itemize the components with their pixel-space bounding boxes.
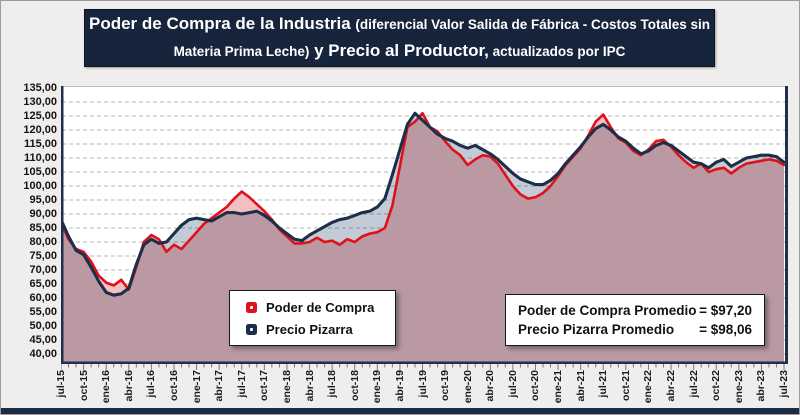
x-axis-label: ene-16 — [100, 370, 113, 404]
legend-label: Precio Pizarra — [266, 321, 353, 337]
precio-pizarra-marker-icon — [246, 323, 257, 335]
precio-pizarra-line — [61, 111, 786, 297]
chart-title-line1: Poder de Compra de la Industria (diferen… — [85, 11, 714, 38]
y-axis-label: 100,00 — [23, 179, 57, 192]
x-axis-label: oct-19 — [439, 370, 452, 401]
y-axis-label: 130,00 — [23, 95, 57, 108]
y-axis-label: 85,00 — [29, 221, 57, 234]
x-axis-label: oct-20 — [529, 370, 542, 401]
x-axis-label: ene-20 — [461, 370, 474, 404]
title-segment: Poder de Compra de la Industria — [89, 14, 356, 33]
average-value: = $98,06 — [699, 322, 752, 337]
x-axis-label: abr-22 — [665, 370, 678, 402]
x-axis-label: abr-23 — [755, 370, 768, 402]
y-axis-label: 45,00 — [29, 333, 57, 346]
title-segment: Materia Prima Leche) — [173, 44, 310, 59]
x-axis-label: oct-22 — [710, 370, 723, 401]
legend-item-poder-de-compra: Poder de Compra — [246, 300, 395, 315]
x-axis-label: abr-18 — [303, 370, 316, 402]
average-label: Precio Pizarra Promedio — [518, 322, 675, 337]
x-axis-label: oct-17 — [258, 370, 271, 401]
y-axis-label: 135,00 — [23, 81, 57, 94]
x-axis-label: abr-17 — [213, 370, 226, 402]
legend-label: Poder de Compra — [266, 299, 375, 315]
x-axis-label: jul-20 — [506, 370, 519, 398]
x-axis-label: oct-18 — [348, 370, 361, 401]
y-axis-label: 95,00 — [29, 193, 57, 206]
chart-title-line2: Materia Prima Leche) y Precio al Product… — [85, 38, 714, 65]
x-axis-label: jul-21 — [597, 370, 610, 398]
y-axis-label: 55,00 — [29, 305, 57, 318]
x-axis-label: abr-16 — [122, 370, 135, 402]
x-axis-label: ene-17 — [190, 370, 203, 404]
poder-de-compra-marker-icon — [246, 301, 257, 313]
title-segment: y Precio al Productor, — [309, 41, 489, 60]
x-axis-label: ene-21 — [552, 370, 565, 404]
y-axis-label: 50,00 — [29, 319, 57, 332]
x-axis-label: abr-19 — [393, 370, 406, 402]
y-axis-label: 60,00 — [29, 291, 57, 304]
average-value: = $97,20 — [699, 303, 752, 318]
y-axis-label: 105,00 — [23, 165, 57, 178]
y-axis-label: 110,00 — [23, 151, 57, 164]
x-axis-label: ene-18 — [280, 370, 293, 404]
x-axis-label: jul-16 — [145, 370, 158, 398]
x-axis-label: jul-19 — [416, 370, 429, 398]
y-axis-label: 75,00 — [29, 249, 57, 262]
average-row: Precio Pizarra Promedio = $98,06 — [518, 320, 752, 339]
x-axis-label: abr-20 — [484, 370, 497, 402]
x-axis-label: oct-21 — [619, 370, 632, 401]
x-axis-label: jul-23 — [778, 370, 790, 398]
x-axis-label: jul-18 — [326, 370, 339, 398]
y-axis-label: 80,00 — [29, 235, 57, 248]
x-axis-label: ene-19 — [371, 370, 384, 404]
bottom-border-bar — [1, 408, 799, 414]
legend-item-precio-pizarra: Precio Pizarra — [246, 322, 395, 337]
x-axis-label: jul-17 — [235, 370, 248, 398]
average-label: Poder de Compra Promedio — [518, 303, 697, 318]
y-axis-label: 90,00 — [29, 207, 57, 220]
y-axis-label: 40,00 — [29, 347, 57, 360]
average-row: Poder de Compra Promedio = $97,20 — [518, 301, 752, 320]
title-segment: (diferencial Valor Salida de Fábrica - C… — [355, 17, 710, 32]
x-axis-label: ene-22 — [642, 370, 655, 404]
x-axis-label: ene-23 — [732, 370, 745, 404]
y-axis-label: 125,00 — [23, 109, 57, 122]
x-axis-label: jul-15 — [55, 370, 67, 398]
x-axis-label: abr-21 — [574, 370, 587, 402]
chart-title: Poder de Compra de la Industria (diferen… — [84, 9, 715, 67]
y-axis-label: 115,00 — [23, 137, 57, 150]
averages-annotation: Poder de Compra Promedio = $97,20 Precio… — [505, 294, 765, 346]
title-segment: actualizados por IPC — [488, 44, 626, 59]
x-axis-label: jul-22 — [687, 370, 700, 398]
x-axis-label: oct-15 — [77, 370, 90, 401]
x-axis-label: oct-16 — [167, 370, 180, 401]
y-axis-label: 120,00 — [23, 123, 57, 136]
poder-de-compra-line — [61, 111, 786, 291]
y-axis-label: 65,00 — [29, 277, 57, 290]
y-axis-label: 70,00 — [29, 263, 57, 276]
legend: Poder de Compra Precio Pizarra — [229, 290, 396, 346]
